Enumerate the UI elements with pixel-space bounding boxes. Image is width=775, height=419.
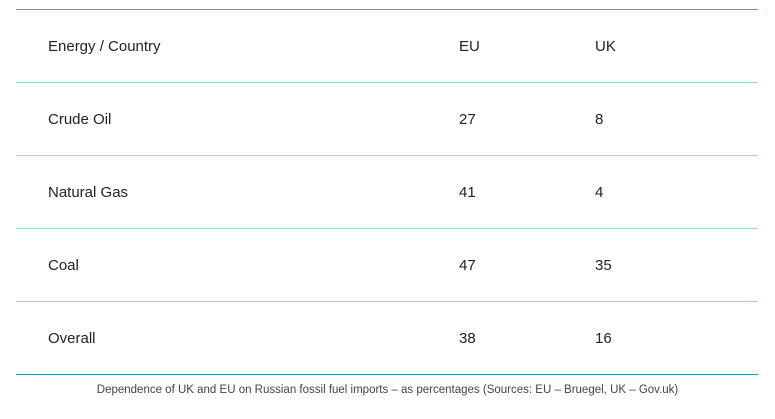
cell-eu: 41 [427, 155, 563, 229]
table-row: Overall 38 16 [16, 301, 758, 375]
header-eu: EU [427, 10, 563, 83]
table-row: Natural Gas 41 4 [16, 155, 758, 229]
table-row: Coal 47 35 [16, 228, 758, 302]
cell-uk: 4 [563, 155, 758, 229]
fuel-import-table: Energy / Country EU UK Crude Oil 27 8 Na… [16, 10, 758, 375]
row-label: Crude Oil [16, 82, 427, 156]
row-label: Overall [16, 301, 427, 375]
row-label: Coal [16, 228, 427, 302]
table-row: Crude Oil 27 8 [16, 82, 758, 156]
row-label: Natural Gas [16, 155, 427, 229]
table-header-row: Energy / Country EU UK [16, 10, 758, 83]
header-uk: UK [563, 10, 758, 83]
header-energy-country: Energy / Country [16, 10, 427, 83]
cell-uk: 8 [563, 82, 758, 156]
cell-uk: 35 [563, 228, 758, 302]
cell-eu: 27 [427, 82, 563, 156]
cell-eu: 47 [427, 228, 563, 302]
fuel-import-table-container: Energy / Country EU UK Crude Oil 27 8 Na… [16, 9, 758, 375]
table-caption: Dependence of UK and EU on Russian fossi… [96, 384, 679, 396]
cell-eu: 38 [427, 301, 563, 375]
cell-uk: 16 [563, 301, 758, 375]
